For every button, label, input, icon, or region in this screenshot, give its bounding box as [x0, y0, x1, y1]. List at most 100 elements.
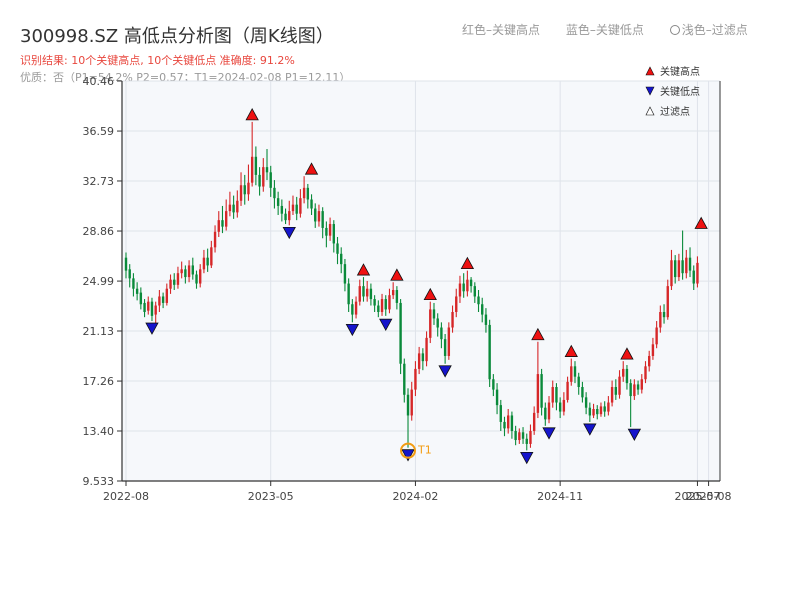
candle-body — [547, 402, 551, 420]
candle-body — [662, 311, 666, 318]
candle-body — [673, 260, 677, 278]
candle-body — [180, 269, 183, 274]
candle-body — [139, 292, 143, 305]
candle-body — [503, 421, 506, 429]
candle-body — [607, 402, 610, 412]
candle-body — [206, 257, 209, 266]
candle-body — [570, 366, 573, 382]
candle-body — [481, 304, 484, 315]
key-high-marker — [620, 347, 634, 360]
candle-body — [288, 211, 291, 221]
candle-body — [273, 187, 276, 199]
key-high-marker — [356, 263, 371, 276]
candle-body — [636, 384, 640, 390]
candle-body — [473, 286, 477, 297]
candle-body — [395, 290, 399, 303]
candle-body — [321, 211, 324, 228]
candle-body — [495, 389, 499, 406]
candle-body — [380, 299, 384, 312]
candle-body — [362, 286, 365, 297]
candle-body — [599, 406, 603, 415]
candle-body — [525, 438, 528, 444]
candle-body — [610, 387, 614, 403]
candle-body — [291, 204, 295, 212]
candle-body — [295, 204, 298, 214]
candle-body — [410, 389, 413, 416]
x-tick-label: 2022-08 — [103, 490, 149, 503]
candle-body — [332, 224, 335, 244]
candle-body — [432, 309, 436, 319]
key-high-marker — [423, 287, 437, 301]
legend-blue-text: 蓝色–关键低点 — [565, 23, 644, 37]
candle-body — [239, 185, 243, 201]
candle-body — [596, 408, 599, 415]
key-high-marker — [460, 256, 475, 270]
candle-body — [299, 198, 302, 214]
candle-body — [406, 394, 410, 416]
candle-body — [224, 211, 228, 227]
key-high-marker — [531, 327, 545, 341]
candle-body — [421, 353, 425, 362]
candle-body — [317, 211, 321, 222]
legend-low-icon — [645, 86, 655, 96]
candle-body — [514, 430, 517, 441]
candle-body — [228, 204, 232, 212]
candle-body — [451, 311, 454, 328]
candle-body — [640, 379, 643, 390]
key-high-marker — [390, 268, 404, 281]
candle-body — [484, 314, 488, 325]
candle-body — [458, 283, 462, 297]
candle-body — [150, 301, 154, 316]
candle-body — [176, 273, 180, 285]
y-tick-label: 9.533 — [83, 475, 115, 488]
x-tick-label: 2025-08 — [686, 490, 732, 503]
key-low-marker — [145, 322, 159, 335]
candle-body — [373, 299, 376, 306]
legend-light-text: 浅色–过滤点 — [681, 23, 748, 37]
key-high-marker — [564, 344, 578, 357]
candle-body — [466, 279, 469, 292]
candle-body — [429, 309, 432, 338]
candle-body — [492, 379, 495, 390]
result-summary: 识别结果: 10个关键高点, 10个关键低点 准确度: 91.2% — [20, 54, 295, 67]
candle-body — [655, 327, 658, 345]
candle-body — [310, 199, 313, 209]
t1-label: T1 — [417, 444, 432, 457]
candle-body — [510, 415, 514, 431]
candle-body — [250, 156, 254, 183]
legend-filtered-label: 过滤点 — [660, 105, 690, 118]
candle-body — [540, 374, 543, 408]
candle-body — [417, 353, 421, 369]
candle-body — [254, 156, 258, 175]
candle-body — [477, 296, 480, 305]
candle-body — [573, 366, 577, 377]
candle-body — [154, 305, 157, 315]
candle-body — [132, 278, 135, 289]
candle-body — [191, 265, 194, 275]
candle-body — [651, 344, 655, 356]
candle-body — [128, 269, 131, 279]
candle-body — [221, 220, 224, 227]
candle-body — [243, 185, 246, 195]
candle-body — [280, 205, 284, 214]
y-tick-label: 28.86 — [83, 225, 115, 238]
candle-body — [622, 368, 625, 377]
candle-body — [314, 208, 317, 222]
candle-body — [455, 296, 458, 312]
candle-body — [577, 376, 580, 388]
candle-body — [566, 381, 569, 400]
candle-body — [340, 253, 343, 265]
key-low-marker — [583, 423, 597, 436]
candle-body — [377, 305, 380, 312]
candle-body — [644, 366, 647, 380]
candle-body — [210, 247, 213, 266]
y-tick-label: 17.26 — [83, 375, 115, 388]
candle-body — [399, 302, 402, 364]
candle-body — [306, 187, 310, 200]
candle-body — [551, 387, 554, 403]
candle-body — [436, 318, 439, 328]
candle-body — [507, 415, 510, 429]
candle-body — [440, 327, 443, 340]
key-low-marker — [379, 318, 393, 332]
candle-body — [633, 384, 636, 397]
